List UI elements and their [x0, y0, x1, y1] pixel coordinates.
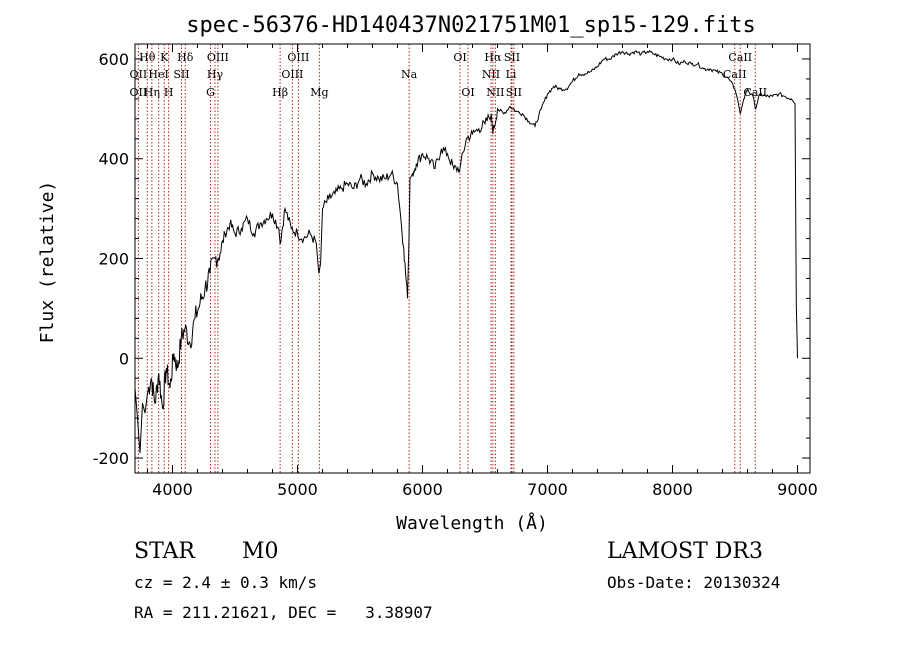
line-label: OII — [130, 68, 148, 81]
x-tick-label: 9000 — [777, 480, 818, 499]
observation-date: Obs-Date: 20130324 — [607, 573, 781, 592]
line-label: CaII — [723, 68, 747, 81]
line-label: CaII — [743, 86, 767, 99]
line-label: Hγ — [207, 68, 224, 81]
line-label: SII — [504, 51, 520, 64]
y-axis-ticks: -200 0 200 400 600 — [93, 50, 810, 468]
x-tick-label: 6000 — [402, 480, 443, 499]
line-label: SII — [506, 86, 522, 99]
chart-title: spec-56376-HD140437N021751M01_sp15-129.f… — [186, 13, 756, 38]
x-tick-label: 8000 — [652, 480, 693, 499]
x-tick-label: 7000 — [527, 480, 568, 499]
line-label: OIII — [281, 68, 303, 81]
line-label: OI — [461, 86, 474, 99]
line-label: Mg — [310, 86, 328, 99]
y-axis-label: Flux (relative) — [37, 181, 58, 344]
line-label: HeI — [148, 68, 168, 81]
y-tick-label: 0 — [119, 349, 129, 368]
line-label: OIII — [207, 51, 229, 64]
redshift-cz: cz = 2.4 ± 0.3 km/s — [134, 573, 318, 592]
x-axis-ticks: 4000 5000 6000 7000 8000 9000 — [147, 44, 818, 499]
object-subclass: M0 — [242, 539, 279, 564]
line-label: CaII — [728, 51, 752, 64]
line-label: Hη — [144, 86, 160, 99]
line-label: NII — [486, 86, 504, 99]
line-label: K — [160, 51, 169, 64]
y-tick-label: 600 — [98, 50, 129, 69]
emission-line-markers — [137, 44, 756, 473]
emission-line-labels: Hθ OII OII K HeI Hη Hδ SII H OIII Hγ G Hβ OIII OIII Mg N… — [130, 51, 768, 99]
line-label: OI — [453, 51, 466, 64]
x-axis-label: Wavelength (Å) — [396, 512, 548, 534]
line-label: Hδ — [177, 51, 194, 64]
object-class: STAR — [134, 539, 195, 564]
line-label: G — [206, 86, 215, 99]
x-tick-label: 5000 — [277, 480, 318, 499]
y-tick-label: 400 — [98, 150, 129, 169]
line-label: OIII — [287, 51, 309, 64]
line-label: Na — [401, 68, 418, 81]
line-label: NII — [482, 68, 500, 81]
line-label: Li — [506, 68, 517, 81]
survey-name: LAMOST DR3 — [607, 539, 763, 564]
x-tick-label: 4000 — [152, 480, 193, 499]
line-label: OII — [130, 86, 148, 99]
y-tick-label: -200 — [93, 449, 129, 468]
line-label: Hβ — [272, 86, 288, 99]
line-label: SII — [173, 68, 189, 81]
ra-dec-coordinates: RA = 211.21621, DEC = 3.38907 — [134, 603, 433, 622]
line-label: Hθ — [139, 51, 156, 64]
y-tick-label: 200 — [98, 250, 129, 269]
line-label: H — [164, 86, 174, 99]
line-label: Hα — [484, 51, 502, 64]
spectrum-line — [134, 49, 798, 454]
plot-frame — [134, 43, 811, 474]
